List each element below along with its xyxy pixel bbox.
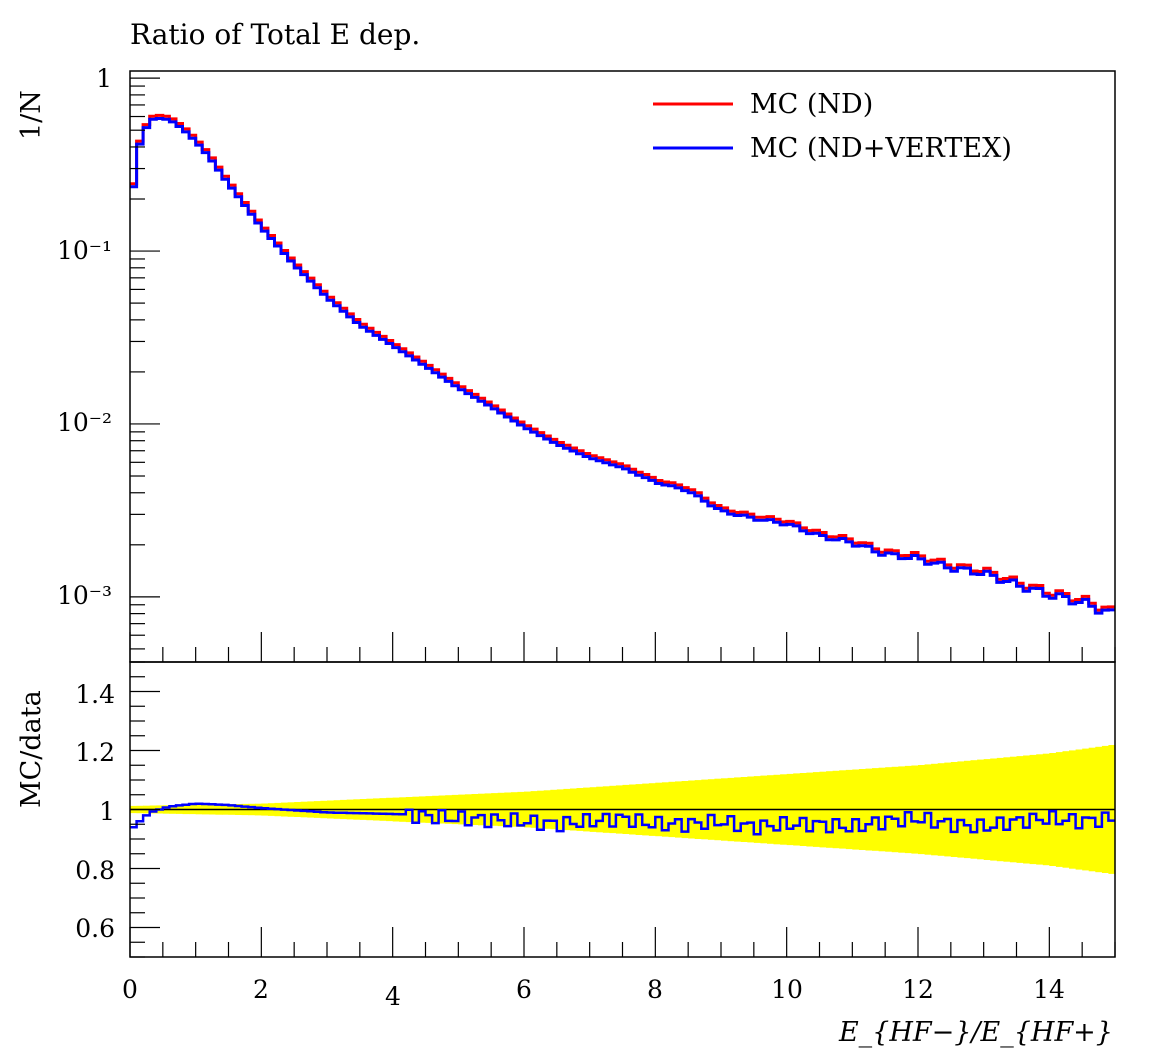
ratio-panel: 0.6 0.8 1 1.2 1.4 MC/data xyxy=(16,661,1116,958)
xtick-label: 2 xyxy=(253,975,269,1004)
main-ytick-label: 10⁻² xyxy=(57,408,112,437)
main-ytick-label: 10⁻³ xyxy=(57,581,112,610)
main-plot-content xyxy=(130,113,1115,615)
main-axis-ticks xyxy=(129,77,1116,662)
x-axis-label: E_{HF−}/E_{HF+} xyxy=(838,1017,1113,1048)
ratio-plot-content xyxy=(130,745,1116,874)
main-y-axis-label: 1/N xyxy=(16,90,47,140)
ratio-ytick-label: 1.4 xyxy=(75,680,115,709)
xtick-label: 14 xyxy=(1033,975,1065,1004)
main-ytick-label: 1 xyxy=(96,64,112,93)
x-axis: 0 2 4 6 8 10 12 14 E_{HF−}/E_{HF+} xyxy=(122,975,1113,1048)
main-panel: 1 10⁻¹ 10⁻² 10⁻³ 1/N xyxy=(16,64,1116,663)
legend: MC (ND) MC (ND+VERTEX) xyxy=(653,89,1012,164)
ratio-ytick-label: 0.8 xyxy=(75,856,115,885)
xtick-label: 0 xyxy=(122,975,138,1004)
ratio-axis-ticks xyxy=(129,661,1116,958)
legend-label-mc-nd: MC (ND) xyxy=(750,89,873,120)
ratio-ytick-label: 0.6 xyxy=(75,914,115,943)
xtick-label: 8 xyxy=(647,975,663,1004)
ratio-ytick-label: 1.2 xyxy=(75,738,115,767)
xtick-label: 4 xyxy=(385,982,401,1011)
chart-title: Ratio of Total E dep. xyxy=(130,18,420,51)
xtick-label: 6 xyxy=(516,975,532,1004)
main-ytick-label: 10⁻¹ xyxy=(57,236,112,265)
series-mc-nd-vertex-line xyxy=(130,117,1115,615)
xtick-label: 12 xyxy=(902,975,934,1004)
ratio-ytick-label: 1 xyxy=(99,797,115,826)
series-mc-nd-line xyxy=(130,113,1115,612)
legend-label-mc-nd-vertex: MC (ND+VERTEX) xyxy=(750,133,1012,164)
series-mc-nd-vertex-ratio-line xyxy=(130,802,1115,836)
xtick-label: 10 xyxy=(771,975,803,1004)
ratio-y-axis-label: MC/data xyxy=(16,690,47,808)
